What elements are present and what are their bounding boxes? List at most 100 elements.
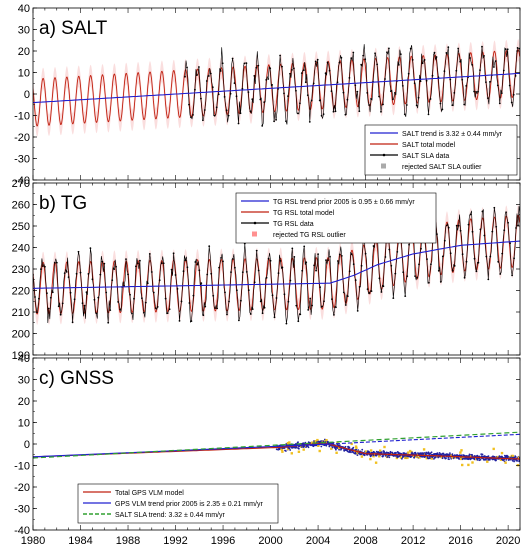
data-point [67,276,70,278]
data-point [265,79,268,81]
x-tick-label: 2012 [401,535,425,547]
data-point [497,260,500,263]
outlier-point [286,442,290,445]
data-point [322,113,325,115]
data-point [320,114,323,117]
data-point [409,47,412,50]
data-point [419,80,422,83]
data-point [435,56,438,58]
outlier-point [369,449,373,452]
data-point [414,275,416,277]
data-point [255,249,258,252]
data-point [346,98,349,101]
data-point [209,72,212,75]
data-point [65,271,68,273]
y-tick-label: 270 [12,178,30,190]
data-point [178,320,181,322]
outlier-point [314,440,317,443]
data-point [421,62,424,65]
outlier-point [430,457,433,460]
data-point [57,305,60,308]
gps-trend-extension [329,433,520,445]
data-point [471,230,474,233]
outlier-point [354,445,358,448]
data-point [411,59,414,61]
data-point [515,227,517,229]
data-point [285,120,287,123]
data-point [304,81,307,84]
data-point [489,255,492,258]
data-point [366,92,369,94]
data-point [83,304,86,307]
data-point [97,296,100,299]
data-point [277,448,279,451]
data-point [467,223,470,226]
data-point [180,300,183,303]
data-point [458,458,461,460]
data-point [44,265,46,268]
data-point [356,90,359,93]
data-point [445,224,448,227]
legend-label: SALT trend is 3.32 ± 0.44 mm/yr [402,131,503,138]
outlier-point [407,451,410,454]
y-tick-label: 220 [12,286,30,298]
data-point [228,300,230,303]
y-tick-label: -40 [14,525,30,537]
data-point [465,85,468,87]
data-point [358,110,361,113]
data-point [34,296,36,298]
trend-line [33,72,520,104]
data-point [300,72,303,74]
data-point [230,271,232,273]
data-point [397,64,400,66]
data-line [184,44,520,127]
data-point [315,269,317,272]
data-point [505,459,508,461]
data-point [99,273,102,276]
data-point [491,230,494,233]
data-point [496,84,499,87]
x-tick-label: 1992 [163,535,187,547]
data-point [203,109,206,111]
data-point [265,276,268,279]
x-tick-label: 2008 [353,535,377,547]
data-point [168,308,171,311]
data-point [476,459,479,461]
data-point [441,255,444,258]
data-point [307,446,310,449]
data-point [427,113,430,116]
data-point [285,450,287,452]
data-point [133,297,135,300]
data-point [354,84,357,87]
data-point [342,91,345,94]
data-point [317,253,319,256]
data-point [370,290,373,292]
y-tick-label: 40 [18,3,30,15]
data-point [384,78,386,80]
data-point [245,62,248,64]
data-point [352,51,355,54]
data-point [457,47,460,50]
data-point [430,263,432,266]
data-point [291,69,293,71]
data-point [224,291,226,294]
data-point [47,307,50,310]
data-point [42,265,44,267]
data-point [305,261,308,264]
data-point [93,298,96,301]
data-point [313,264,315,267]
data-point [455,69,458,72]
data-point [198,66,200,68]
data-point [111,279,114,282]
data-point [53,261,56,264]
legend-label: TG RSL trend prior 2005 is 0.95 ± 0.66 m… [273,199,415,206]
data-point [457,224,460,227]
x-tick-label: 2016 [448,535,472,547]
data-point [469,213,472,216]
data-point [253,281,256,284]
data-point [329,255,331,258]
data-point [261,125,264,127]
x-tick-label: 1996 [211,535,235,547]
data-point [205,80,208,82]
data-point [396,251,399,253]
